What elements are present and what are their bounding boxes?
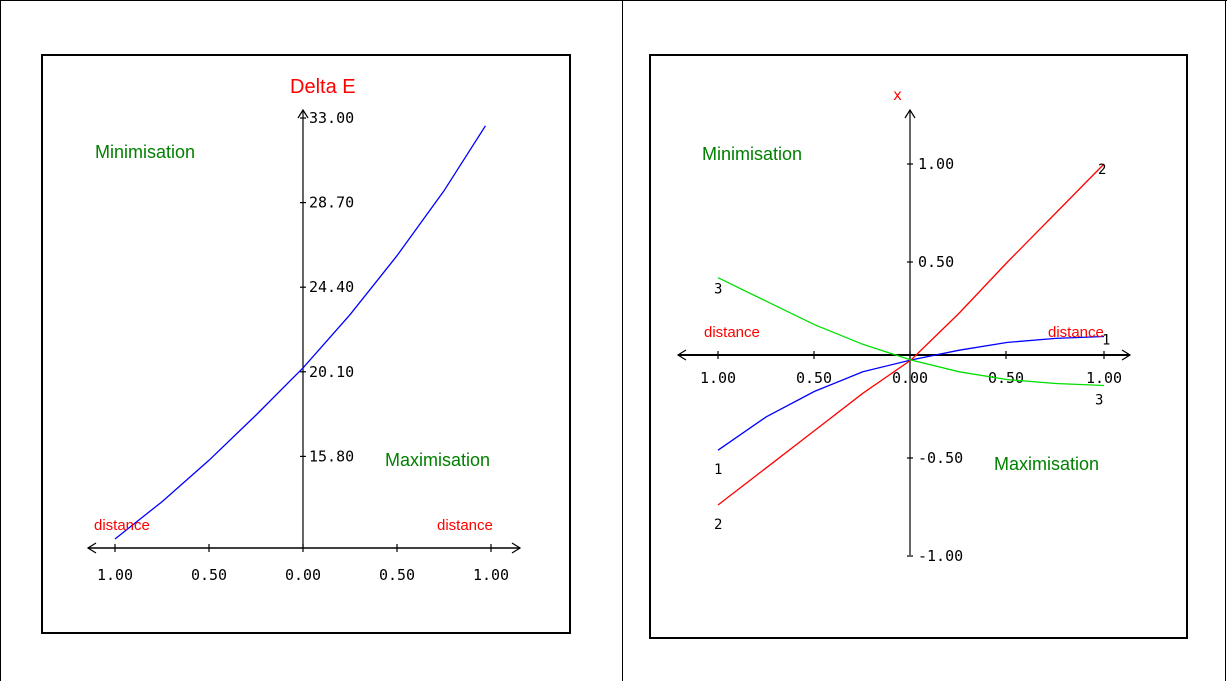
- left-chart: 1.00 0.50 0.00 0.50 1.00 15.80 20.10 24.40 28.7…: [41, 54, 571, 634]
- left-y-tick-label: 33.00: [309, 109, 354, 127]
- left-y-tick-label: 20.10: [309, 363, 354, 381]
- left-x-ticks: 1.00 0.50 0.00 0.50 1.00: [97, 544, 509, 584]
- left-y-ticks: 15.80 20.10 24.40 28.70 33.00: [300, 109, 354, 465]
- right-x-axis-arrow-right: [1121, 349, 1132, 361]
- left-distance-label-right: distance: [437, 517, 493, 534]
- left-y-axis-arrow: [297, 108, 309, 119]
- right-y-tick-label: -1.00: [918, 547, 963, 565]
- right-x-tick-label: 1.00: [1086, 369, 1122, 387]
- left-x-tick-label: 0.00: [285, 566, 321, 584]
- left-maximisation-label: Maximisation: [385, 450, 490, 470]
- left-y-axis-title: Delta E: [290, 76, 356, 98]
- right-x-tick-label: 0.00: [892, 369, 928, 387]
- right-series: 1 2 3 1 2 3: [714, 162, 1110, 533]
- left-minimisation-label: Minimisation: [95, 142, 195, 162]
- left-x-tick-label: 0.50: [191, 566, 227, 584]
- left-y-tick-label: 28.70: [309, 194, 354, 212]
- left-series: [114, 125, 486, 540]
- right-chart-frame: [649, 54, 1188, 639]
- right-minimisation-label: Minimisation: [702, 144, 802, 164]
- right-series-label: 2: [714, 517, 722, 533]
- right-y-tick-label: 0.50: [918, 253, 954, 271]
- right-series-line: [717, 277, 1105, 387]
- left-series-line: [114, 125, 486, 540]
- right-x-tick-label: 0.50: [988, 369, 1024, 387]
- left-x-tick-label: 0.50: [379, 566, 415, 584]
- left-x-tick-label: 1.00: [473, 566, 509, 584]
- table-divider: [622, 0, 623, 681]
- right-y-tick-label: 1.00: [918, 155, 954, 173]
- left-y-tick-label: 24.40: [309, 278, 354, 296]
- right-y-ticks: 1.00 0.50 -0.50 -1.00: [907, 155, 963, 565]
- right-series-label: 2: [1098, 162, 1106, 178]
- right-y-axis-title: x: [893, 86, 902, 104]
- table-border-right: [1225, 0, 1226, 681]
- right-series-label: 3: [1095, 392, 1103, 408]
- left-x-axis-arrow-right: [511, 542, 522, 554]
- right-x-tick-label: 1.00: [700, 369, 736, 387]
- right-series-label: 3: [714, 282, 722, 298]
- right-x-axis-arrow-left: [676, 349, 687, 361]
- right-maximisation-label: Maximisation: [994, 454, 1099, 474]
- right-distance-label-left: distance: [704, 324, 760, 341]
- left-x-tick-label: 1.00: [97, 566, 133, 584]
- right-y-tick-label: -0.50: [918, 449, 963, 467]
- right-chart: 1.00 0.50 0.00 0.50 1.00 1.000.50-0.50-1.00 …: [649, 54, 1188, 639]
- left-x-axis-arrow-left: [86, 542, 97, 554]
- table-border-top: [0, 0, 1227, 1]
- right-y-axis-arrow: [904, 108, 916, 119]
- left-y-tick-label: 15.80: [309, 447, 354, 465]
- table-border-left: [0, 0, 1, 681]
- right-distance-label-right: distance: [1048, 324, 1104, 341]
- left-distance-label-left: distance: [94, 517, 150, 534]
- right-series-label: 1: [714, 462, 722, 478]
- right-x-tick-label: 0.50: [796, 369, 832, 387]
- right-series-label: 1: [1102, 332, 1110, 348]
- right-x-ticks: 1.00 0.50 0.00 0.50 1.00: [700, 351, 1122, 387]
- left-chart-frame: [41, 54, 571, 634]
